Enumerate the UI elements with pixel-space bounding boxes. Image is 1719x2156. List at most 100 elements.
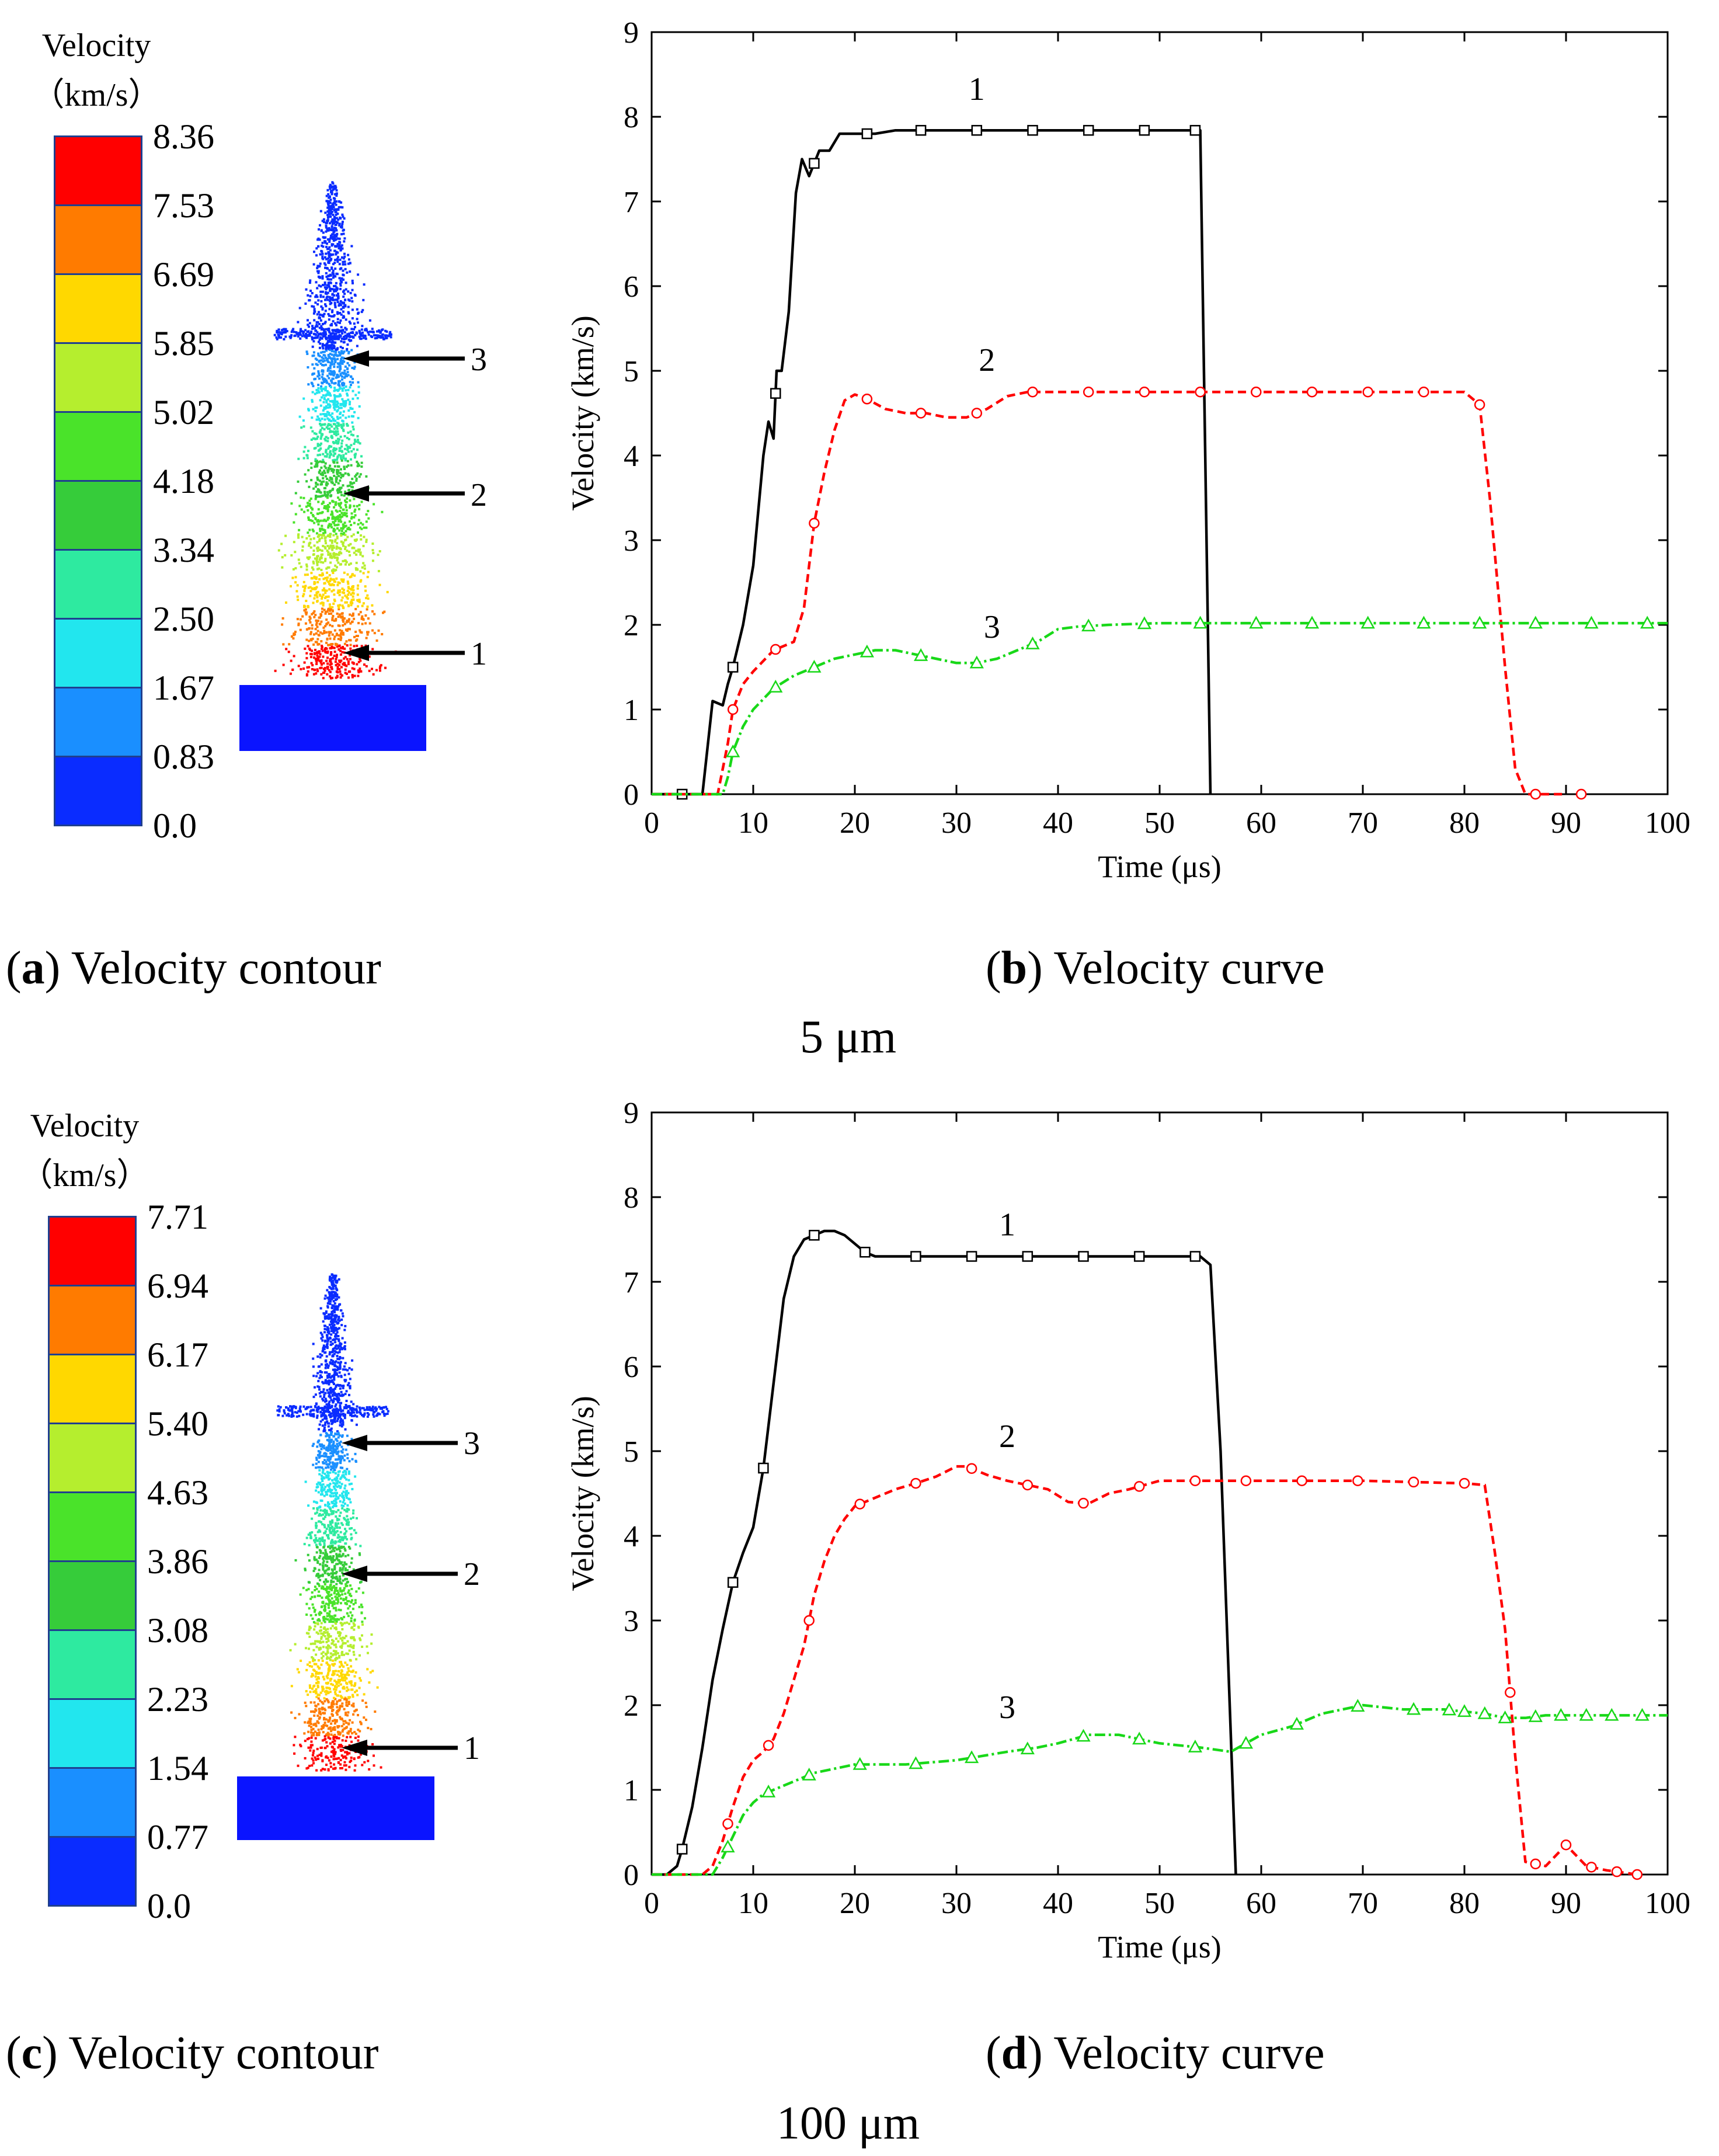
x-tick-label: 40 — [1043, 1887, 1073, 1920]
data-point — [1575, 788, 1587, 800]
x-tick-label: 80 — [1449, 1887, 1480, 1920]
data-point — [1474, 399, 1485, 411]
y-tick-label: 6 — [624, 1351, 639, 1384]
legend-level-label: 0.83 — [153, 738, 214, 776]
y-tick-label: 0 — [624, 778, 639, 812]
arrow-label-3: 3 — [464, 1425, 480, 1462]
data-point — [763, 1740, 774, 1751]
x-tick-label: 0 — [644, 806, 659, 840]
data-point — [915, 408, 927, 419]
data-point — [910, 1477, 921, 1489]
y-tick-label: 7 — [624, 1266, 639, 1299]
particle-cloud — [276, 1273, 389, 1772]
particle-jet-a — [239, 181, 465, 751]
legend-level-label: 3.08 — [147, 1611, 208, 1650]
data-point — [802, 1768, 816, 1781]
data-point — [770, 644, 781, 655]
data-point — [1351, 1699, 1365, 1712]
caption-text: Velocity contour — [71, 943, 381, 994]
legend-swatch — [54, 756, 142, 826]
arrow-2 — [343, 485, 465, 502]
y-tick-label: 2 — [624, 1689, 639, 1723]
series-label-1: 1 — [969, 71, 985, 107]
x-tick-label: 70 — [1348, 1887, 1378, 1920]
data-point — [913, 648, 928, 661]
data-point — [1078, 1251, 1089, 1262]
target-plate — [239, 685, 426, 751]
data-point — [1635, 1708, 1650, 1721]
data-point — [1249, 615, 1264, 629]
series-line-3 — [652, 621, 1668, 796]
group-label-100um: 100 μm — [777, 2098, 920, 2149]
caption-letter: a — [21, 943, 45, 994]
data-point — [915, 124, 927, 136]
x-tick-label: 50 — [1144, 1887, 1175, 1920]
data-point — [1528, 615, 1543, 629]
chart-axes: 0 10 20 30 40 50 60 70 80 90 100 0 1 2 3 4 5 6 7 8 9 Time (μs… — [565, 1097, 1690, 1964]
y-tick-label: 9 — [624, 16, 639, 50]
arrow-1 — [343, 645, 465, 661]
arrow-label-2: 2 — [471, 477, 487, 513]
legend-swatch — [54, 273, 142, 344]
chart-axes: 0 10 20 30 40 50 60 70 80 90 100 0 1 2 3 4 5 6 7 8 9 Time (μs… — [565, 16, 1690, 884]
legend-level-label: 4.63 — [147, 1473, 208, 1512]
data-point — [860, 644, 875, 658]
caption-text: Velocity curve — [1053, 943, 1325, 994]
data-point — [1238, 1736, 1254, 1749]
data-point — [1020, 1741, 1035, 1755]
caption-text: Velocity contour — [68, 2028, 379, 2079]
caption-b: (b) Velocity curve — [986, 943, 1325, 994]
series-line-2 — [652, 391, 1566, 796]
y-tick-label: 5 — [624, 355, 639, 388]
legend-swatch — [54, 480, 142, 551]
data-point — [1251, 387, 1262, 398]
series-1: 1 — [652, 1206, 1237, 1876]
data-point — [1139, 124, 1150, 136]
data-point — [1611, 1866, 1623, 1877]
data-point — [1193, 615, 1208, 629]
legend-swatch — [48, 1836, 137, 1907]
velocity-chart-b: 0 10 20 30 40 50 60 70 80 90 100 0 1 2 3 4 5 6 7 8 9 Time (μs… — [565, 16, 1690, 884]
arrow-label-1: 1 — [471, 636, 487, 672]
data-point — [727, 1577, 739, 1588]
data-point — [770, 388, 781, 399]
caption-a: (a) Velocity contour — [6, 943, 381, 994]
data-point — [966, 1463, 977, 1474]
data-point — [1081, 618, 1096, 632]
data-point — [1189, 1475, 1201, 1486]
legend-level-label: 0.0 — [153, 806, 197, 845]
arrow-label-1: 1 — [464, 1730, 480, 1766]
legend-level-label: 5.85 — [153, 324, 214, 363]
y-tick-label: 4 — [624, 1520, 639, 1553]
y-tick-label: 7 — [624, 186, 639, 219]
series-line-1 — [652, 1229, 1237, 1876]
data-point — [971, 408, 983, 419]
data-point — [1640, 615, 1655, 629]
y-axis-label: Velocity (km/s) — [565, 1396, 600, 1591]
data-point — [1360, 615, 1375, 629]
x-tick-label: 70 — [1348, 806, 1378, 840]
series-line-2 — [652, 1465, 1638, 1876]
y-tick-label: 5 — [624, 1435, 639, 1469]
data-point — [1304, 615, 1320, 629]
series-label-3: 3 — [984, 609, 1000, 645]
legend-swatch — [54, 204, 142, 275]
data-point — [1078, 1497, 1089, 1509]
y-axis-label: Velocity (km/s) — [565, 315, 600, 510]
data-point — [1139, 387, 1150, 398]
x-tick-label: 0 — [644, 1887, 659, 1920]
legend-title-c: Velocity — [30, 1108, 140, 1144]
legend-swatch — [48, 1560, 137, 1631]
x-tick-label: 60 — [1246, 806, 1276, 840]
data-point — [1554, 1708, 1568, 1721]
series-line-1 — [652, 128, 1212, 796]
caption-d: (d) Velocity curve — [986, 2028, 1325, 2079]
y-tick-label: 3 — [624, 1605, 639, 1638]
particle-jet-c — [237, 1273, 458, 1840]
data-point — [1528, 1709, 1543, 1722]
series-label-2: 2 — [979, 342, 995, 378]
data-point — [1289, 1717, 1304, 1730]
data-point — [727, 662, 739, 673]
data-point — [854, 1498, 865, 1510]
data-point — [1352, 1475, 1363, 1486]
